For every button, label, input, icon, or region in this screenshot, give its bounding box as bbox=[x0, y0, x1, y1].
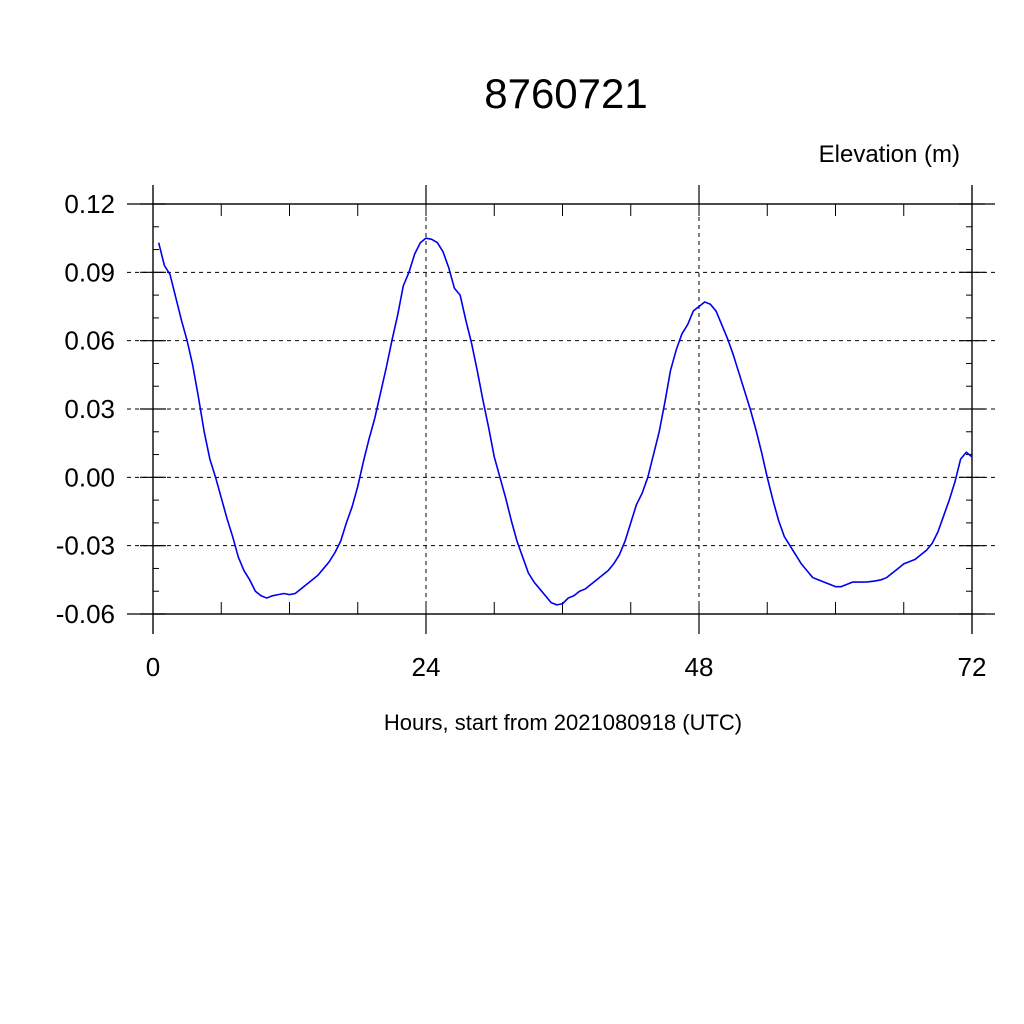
series-group bbox=[157, 237, 973, 606]
elevation-series-line bbox=[157, 237, 973, 606]
x-tick-label: 48 bbox=[685, 652, 714, 682]
y-tick-label: -0.03 bbox=[56, 531, 115, 561]
y-tick-label: 0.12 bbox=[64, 189, 115, 219]
x-tick-labels: 0 24 48 72 bbox=[146, 652, 987, 682]
y-axis-label: Elevation (m) bbox=[819, 141, 960, 168]
y-tick-label: 0.06 bbox=[64, 326, 115, 356]
y-tick-labels: -0.06 -0.03 0.00 0.03 0.06 0.09 0.12 bbox=[56, 189, 115, 629]
y-tick-label: -0.06 bbox=[56, 599, 115, 629]
x-axis-label: Hours, start from 2021080918 (UTC) bbox=[384, 710, 742, 735]
x-tick-label: 0 bbox=[146, 652, 160, 682]
x-tick-label: 72 bbox=[958, 652, 987, 682]
x-tick-label: 24 bbox=[412, 652, 441, 682]
plot-frame bbox=[152, 203, 973, 615]
chart-title: 8760721 bbox=[484, 70, 648, 117]
y-tick-label: 0.03 bbox=[64, 394, 115, 424]
y-tick-label: 0.00 bbox=[64, 462, 115, 492]
y-tick-label: 0.09 bbox=[64, 257, 115, 287]
